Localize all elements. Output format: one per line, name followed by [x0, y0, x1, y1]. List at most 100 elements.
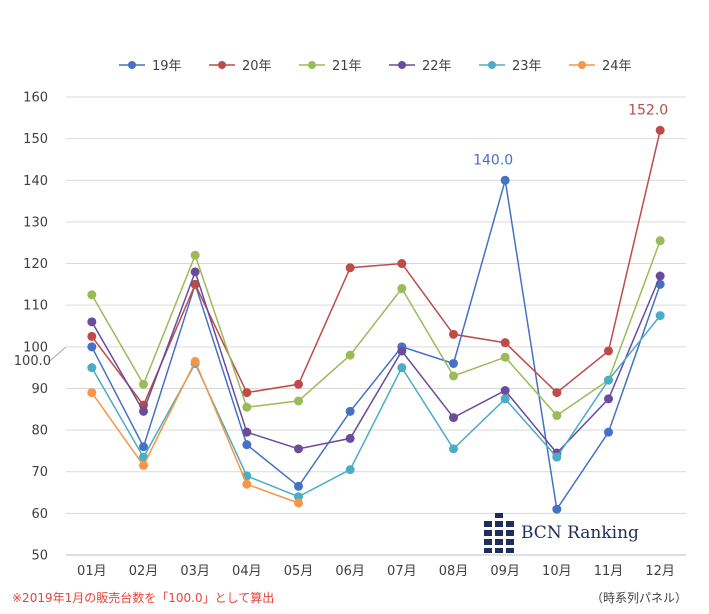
legend-label: 20年: [242, 59, 272, 74]
data-point: [397, 259, 407, 269]
data-point: [345, 263, 355, 273]
data-point: [604, 427, 613, 437]
x-tick-label: 03月: [180, 564, 210, 579]
data-point: [552, 411, 562, 421]
x-tick-label: 01月: [77, 564, 107, 579]
data-point: [87, 331, 97, 341]
legend-label: 24年: [602, 59, 632, 74]
legend-marker: [488, 61, 496, 69]
data-point: [87, 290, 97, 300]
series-line: [91, 130, 661, 407]
y-tick-label: 60: [31, 507, 48, 522]
y-tick-label: 160: [23, 91, 48, 106]
legend-label: 21年: [332, 59, 362, 74]
data-point: [604, 375, 613, 385]
data-point: [552, 452, 562, 462]
y-tick-label: 110: [23, 299, 48, 314]
data-point: [449, 358, 458, 368]
reference-label: 100.0: [14, 354, 51, 369]
data-point: [190, 250, 200, 260]
data-point: [552, 504, 562, 514]
x-tick-label: 09月: [490, 564, 520, 579]
data-point: [449, 329, 458, 339]
data-point: [449, 444, 458, 454]
x-tick-label: 05月: [284, 564, 314, 579]
data-point: [87, 342, 97, 352]
data-point: [294, 444, 303, 454]
data-point: [345, 350, 355, 360]
data-point: [604, 394, 613, 404]
y-tick-label: 130: [23, 215, 48, 230]
data-point: [139, 460, 148, 470]
data-point: [139, 406, 148, 416]
data-point: [345, 433, 355, 443]
series-line: [91, 180, 661, 512]
data-point: [294, 481, 303, 491]
data-point: [242, 427, 252, 437]
data-point: [500, 175, 510, 185]
y-tick-label: 90: [31, 382, 48, 397]
data-point: [345, 406, 355, 416]
data-point: [294, 396, 303, 406]
data-point: [500, 386, 510, 396]
brand-text: BCN Ranking: [521, 523, 639, 543]
y-tick-label: 120: [23, 257, 48, 272]
series-line: [91, 359, 299, 504]
data-point: [345, 465, 355, 475]
y-tick-label: 80: [31, 424, 48, 439]
data-point: [87, 363, 97, 373]
x-tick-label: 11月: [594, 564, 624, 579]
x-tick-label: 10月: [542, 564, 572, 579]
legend-label: 23年: [512, 59, 542, 74]
data-point: [242, 479, 252, 489]
x-tick-label: 02月: [129, 564, 159, 579]
data-label: 152.0: [628, 102, 668, 118]
data-point: [242, 388, 252, 398]
y-tick-label: 150: [23, 132, 48, 147]
series-line: [91, 240, 661, 417]
y-tick-label: 50: [31, 549, 48, 564]
legend-marker: [308, 61, 316, 69]
data-point: [655, 271, 665, 281]
data-point: [139, 379, 148, 389]
data-point: [242, 440, 252, 450]
data-point: [190, 267, 200, 277]
data-label: 140.0: [473, 152, 513, 168]
data-point: [139, 442, 148, 452]
x-tick-label: 06月: [335, 564, 365, 579]
x-tick-label: 04月: [232, 564, 262, 579]
legend-label: 19年: [152, 59, 182, 74]
data-point: [655, 311, 665, 321]
legend-marker: [218, 61, 226, 69]
data-point: [87, 317, 97, 327]
data-point: [294, 492, 303, 502]
data-point: [190, 356, 200, 366]
data-point: [449, 371, 458, 381]
source-note: （時系列パネル）: [590, 591, 687, 605]
data-point: [397, 363, 407, 373]
legend-marker: [128, 61, 136, 69]
data-point: [294, 379, 303, 389]
data-point: [190, 279, 200, 289]
data-point: [500, 394, 510, 404]
data-point: [397, 346, 407, 356]
data-point: [500, 338, 510, 348]
x-tick-label: 07月: [387, 564, 417, 579]
data-point: [294, 498, 303, 508]
data-point: [449, 413, 458, 423]
data-point: [500, 352, 510, 362]
footnote: ※2019年1月の販売台数を「100.0」として算出: [12, 591, 275, 605]
y-tick-label: 70: [31, 465, 48, 480]
data-point: [655, 236, 665, 246]
data-point: [655, 125, 665, 135]
x-tick-label: 08月: [439, 564, 469, 579]
data-point: [87, 388, 97, 398]
data-point: [242, 402, 252, 412]
x-tick-label: 12月: [645, 564, 675, 579]
reference-leader-line: [49, 346, 67, 362]
data-point: [397, 284, 407, 294]
bcn-logo-mark: [484, 513, 514, 553]
data-point: [604, 346, 613, 356]
legend-label: 22年: [422, 59, 452, 74]
